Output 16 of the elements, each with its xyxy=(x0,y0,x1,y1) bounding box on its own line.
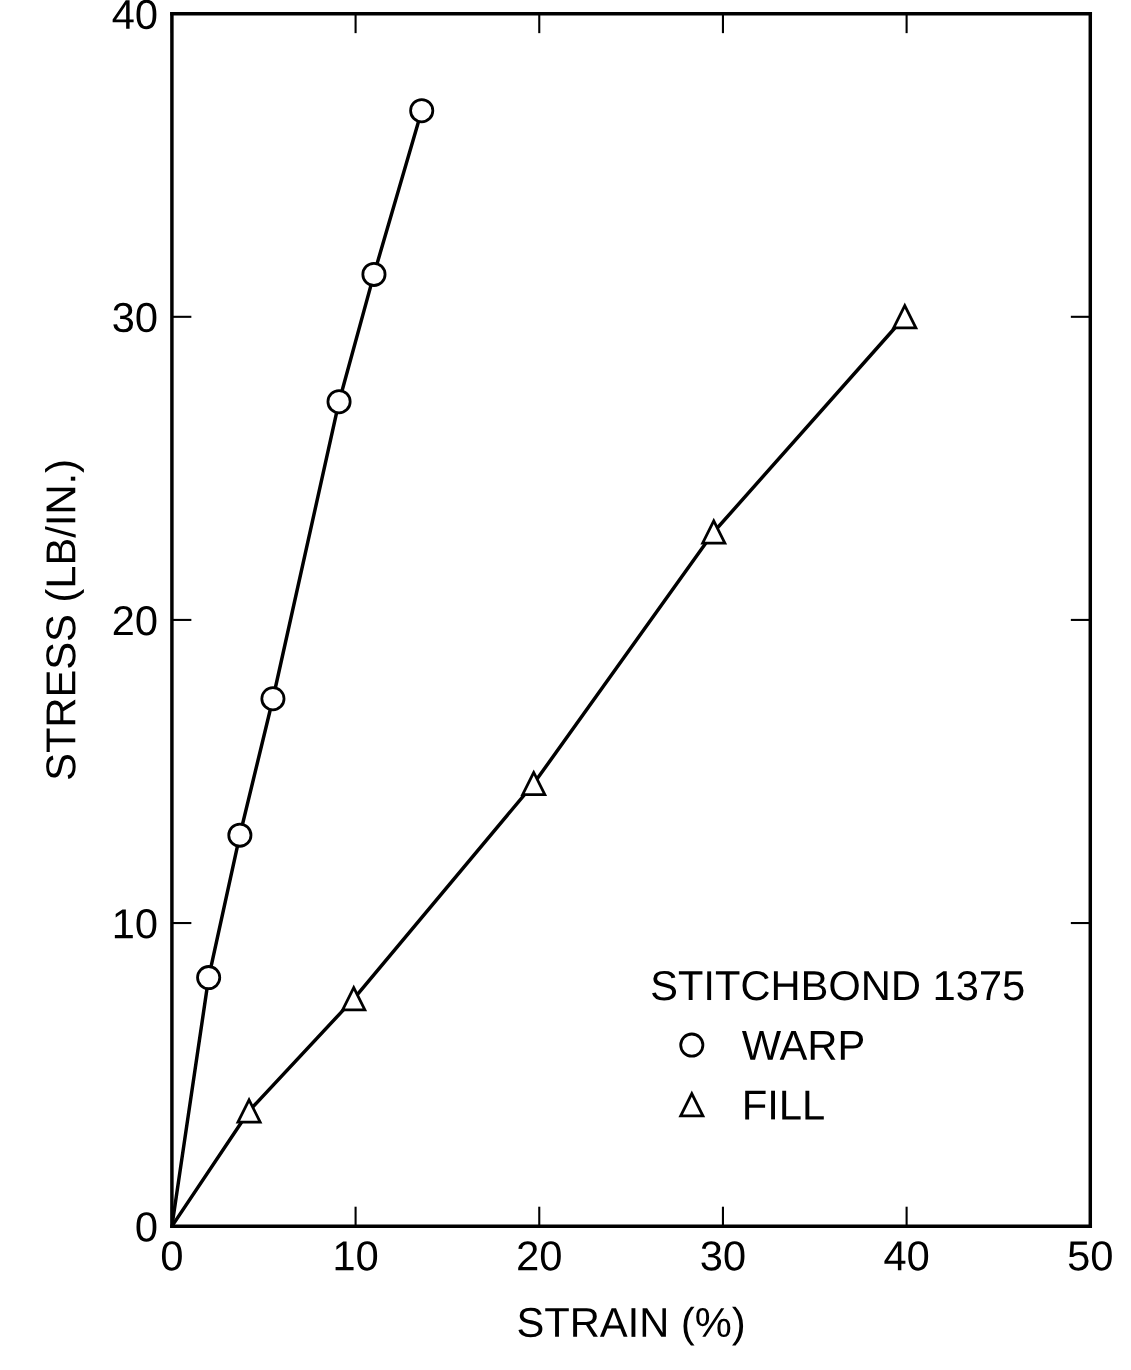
legend-title: STITCHBOND 1375 xyxy=(652,970,1024,1001)
x-tick-label: 30 xyxy=(701,1241,745,1271)
x-tick-label: 40 xyxy=(884,1241,929,1271)
legend-label: FILL xyxy=(745,1090,824,1120)
x-tick-label: 0 xyxy=(161,1241,182,1271)
y-tick-label: 40 xyxy=(112,0,157,30)
x-tick-label: 50 xyxy=(1068,1241,1112,1271)
y-axis-title: STRESS (LB/IN.) xyxy=(45,461,84,779)
x-tick-label: 10 xyxy=(335,1241,378,1271)
x-axis-title: STRAIN (%) xyxy=(518,1306,744,1346)
x-tick-label: 20 xyxy=(518,1241,561,1271)
legend-label: WARP xyxy=(741,1031,864,1060)
y-tick-label: 30 xyxy=(113,302,157,333)
y-tick-label: 20 xyxy=(113,605,157,636)
y-tick-label: 10 xyxy=(114,909,157,939)
y-tick-label: 0 xyxy=(136,1212,157,1242)
